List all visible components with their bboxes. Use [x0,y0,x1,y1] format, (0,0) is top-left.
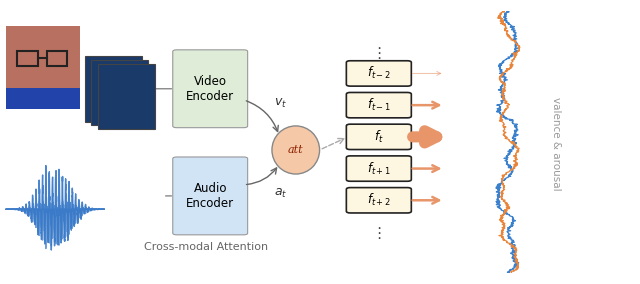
Text: ⋮: ⋮ [371,225,387,241]
Bar [92,60,148,126]
Text: $f_{t}$: $f_{t}$ [374,129,383,145]
Bar [6,88,80,109]
Text: $f_{t+1}$: $f_{t+1}$ [367,160,391,177]
Text: $f_{t-2}$: $f_{t-2}$ [367,65,391,82]
FancyBboxPatch shape [346,93,412,118]
Bar [47,51,67,66]
Text: $a_t$: $a_t$ [274,187,287,200]
Text: Audio
Encoder: Audio Encoder [186,182,234,210]
FancyBboxPatch shape [346,124,412,150]
Text: valence & arousal: valence & arousal [551,97,561,190]
FancyBboxPatch shape [173,157,248,235]
Bar [17,51,38,66]
Ellipse shape [272,126,319,174]
Text: $f_{t+2}$: $f_{t+2}$ [367,192,391,208]
Bar [85,56,142,122]
Bar [98,64,155,130]
FancyBboxPatch shape [346,156,412,181]
Text: Cross-modal Attention: Cross-modal Attention [145,242,269,252]
Text: ⋮: ⋮ [371,46,387,61]
Text: Video
Encoder: Video Encoder [186,75,234,103]
Text: $f_{t-1}$: $f_{t-1}$ [367,97,391,113]
Text: att: att [288,145,303,155]
FancyBboxPatch shape [346,188,412,213]
FancyBboxPatch shape [173,50,248,128]
Text: $v_t$: $v_t$ [275,96,287,110]
FancyBboxPatch shape [346,61,412,86]
